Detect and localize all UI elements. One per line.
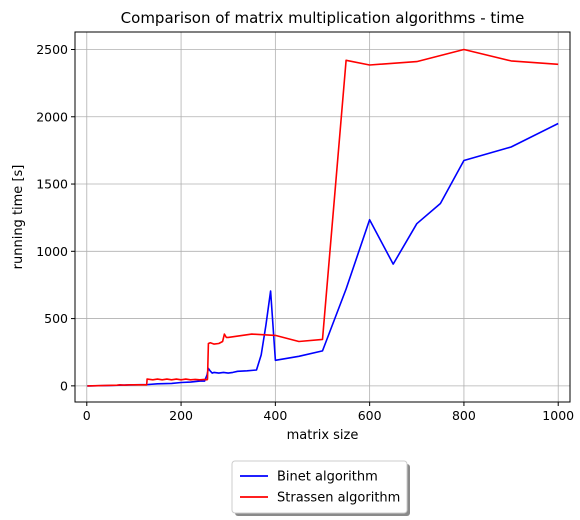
y-tick-label: 0: [60, 378, 68, 393]
legend-label-strassen: Strassen algorithm: [277, 491, 400, 506]
plot-frame: [74, 31, 571, 403]
y-axis-label: running time [s]: [11, 165, 26, 270]
x-axis-label: matrix size: [287, 428, 359, 443]
legend-label-binet: Binet algorithm: [277, 470, 378, 485]
x-tick-label: 200: [169, 408, 193, 423]
chart-title: Comparison of matrix multiplication algo…: [121, 9, 525, 27]
y-tick-label: 1500: [36, 177, 68, 192]
y-tick-label: 2000: [36, 109, 68, 124]
series-layer: [87, 48, 559, 387]
y-tick-label: 500: [44, 311, 68, 326]
grid: [75, 32, 570, 402]
x-tick-label: 400: [263, 408, 287, 423]
legend-box: [231, 460, 408, 514]
legend: Binet algorithm Strassen algorithm: [231, 460, 410, 516]
y-tick-label: 1000: [36, 244, 68, 259]
series-line-strassen: [87, 48, 559, 387]
ticks: 0 200 400 600 800 1000 0 500 1000 1500 2000 2500: [36, 42, 574, 423]
series-line-binet: [87, 122, 559, 387]
y-tick-label: 2500: [36, 42, 68, 57]
x-tick-label: 0: [83, 408, 91, 423]
x-tick-label: 1000: [542, 408, 574, 423]
x-tick-label: 600: [358, 408, 382, 423]
x-tick-label: 800: [452, 408, 476, 423]
